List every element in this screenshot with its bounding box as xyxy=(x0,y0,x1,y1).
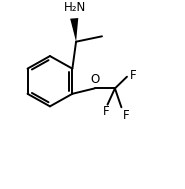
Polygon shape xyxy=(70,18,78,42)
Text: H₂N: H₂N xyxy=(64,1,86,14)
Text: O: O xyxy=(90,73,99,86)
Text: F: F xyxy=(123,109,130,122)
Text: F: F xyxy=(130,69,137,82)
Text: F: F xyxy=(103,105,110,119)
